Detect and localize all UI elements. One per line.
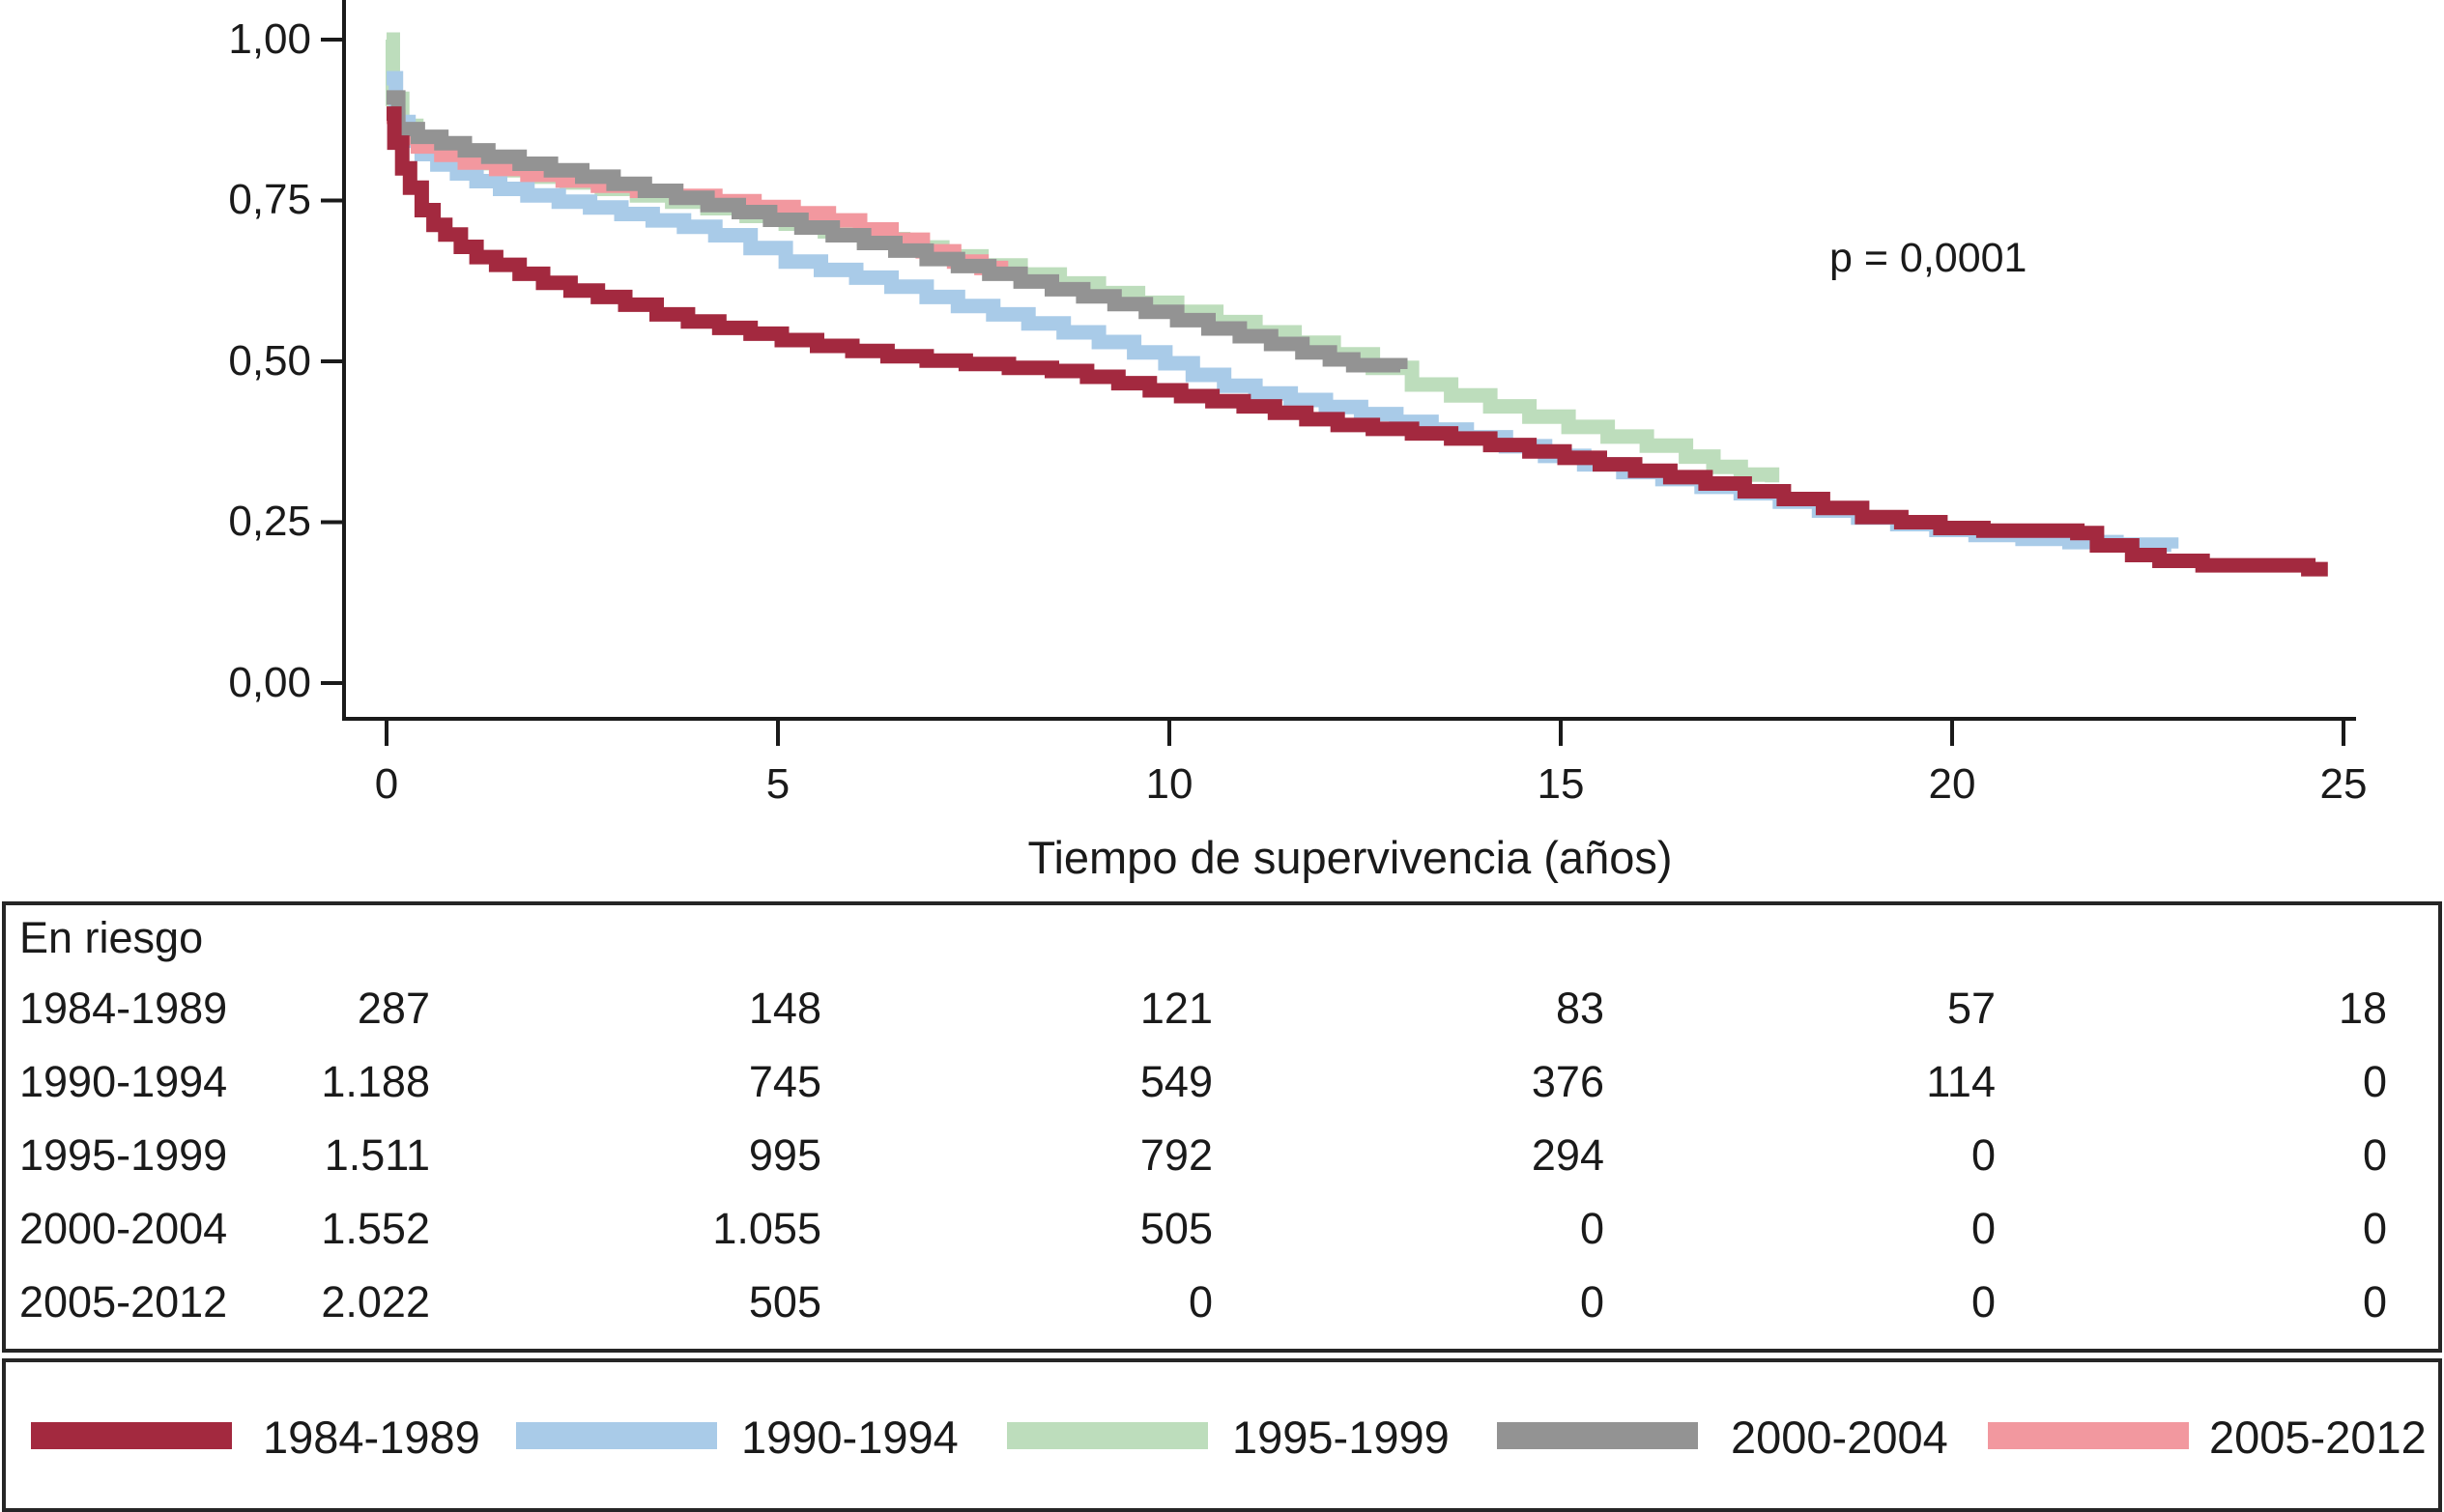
risk-value: 294	[1531, 1130, 1604, 1180]
risk-value: 0	[1579, 1204, 1604, 1253]
risk-value: 1.552	[321, 1204, 430, 1253]
x-tick-label-5: 5	[765, 760, 791, 808]
risk-value: 0	[2362, 1204, 2387, 1253]
risk-value: 1.188	[321, 1057, 430, 1106]
curve-1984-1989	[387, 106, 2328, 577]
x-tick-label-25: 25	[2319, 760, 2368, 808]
x-tick-label-15: 15	[1537, 760, 1585, 808]
legend-label-1995-1999: 1995-1999	[1232, 1412, 1450, 1463]
x-tick-label-10: 10	[1145, 760, 1193, 808]
risk-value: 0	[2362, 1057, 2387, 1106]
risk-value: 0	[1970, 1130, 1996, 1180]
survival-curves-plot	[321, 0, 2356, 746]
legend-label-2005-2012: 2005-2012	[2209, 1412, 2427, 1463]
risk-value: 745	[748, 1057, 821, 1106]
risk-value: 1.511	[324, 1130, 430, 1180]
risk-value: 549	[1139, 1057, 1213, 1106]
legend-label-1984-1989: 1984-1989	[263, 1412, 480, 1463]
curve-2000-2004	[387, 90, 1408, 373]
risk-value: 0	[1970, 1277, 1996, 1327]
y-tick-label-0.75: 0,75	[228, 176, 311, 223]
risk-value: 505	[1139, 1204, 1213, 1253]
legend-swatch-2005-2012	[1988, 1422, 2189, 1449]
curve-1995-1999	[386, 32, 1780, 483]
p-value-annotation: p = 0,0001	[1829, 235, 2027, 281]
legend-swatch-1990-1994	[516, 1422, 717, 1449]
legend-label-1990-1994: 1990-1994	[741, 1412, 959, 1463]
legend-swatch-2000-2004	[1497, 1422, 1698, 1449]
risk-row-label-2000-2004: 2000-2004	[19, 1204, 228, 1253]
risk-table-frame	[2, 901, 2442, 1353]
risk-value: 2.022	[321, 1277, 430, 1327]
risk-value: 148	[748, 984, 821, 1033]
risk-value: 287	[357, 984, 430, 1033]
risk-value: 376	[1531, 1057, 1604, 1106]
risk-row-label-1984-1989: 1984-1989	[19, 984, 228, 1033]
risk-value: 83	[1555, 984, 1604, 1033]
risk-value: 0	[2362, 1277, 2387, 1327]
legend-swatch-1984-1989	[31, 1422, 232, 1449]
risk-value: 114	[1926, 1057, 1996, 1106]
y-tick-label-0.00: 0,00	[228, 659, 311, 706]
risk-value: 0	[1970, 1204, 1996, 1253]
x-axis-title: Tiempo de supervivencia (años)	[1027, 832, 1673, 883]
risk-table-title: En riesgo	[19, 913, 204, 962]
legend-label-2000-2004: 2000-2004	[1731, 1412, 1948, 1463]
risk-value: 0	[1579, 1277, 1604, 1327]
y-tick-label-1.00: 1,00	[228, 15, 311, 63]
risk-value: 121	[1139, 984, 1213, 1033]
risk-value: 18	[2338, 984, 2387, 1033]
risk-value: 0	[2362, 1130, 2387, 1180]
legend-swatch-1995-1999	[1007, 1422, 1208, 1449]
risk-row-label-1995-1999: 1995-1999	[19, 1130, 228, 1180]
x-tick-label-20: 20	[1928, 760, 1976, 808]
y-tick-label-0.50: 0,50	[228, 337, 311, 385]
x-tick-label-0: 0	[374, 760, 399, 808]
risk-value: 1.055	[712, 1204, 821, 1253]
risk-value: 0	[1188, 1277, 1213, 1327]
y-tick-label-0.25: 0,25	[228, 498, 311, 545]
risk-row-label-2005-2012: 2005-2012	[19, 1277, 228, 1327]
risk-value: 505	[748, 1277, 821, 1327]
risk-value: 995	[748, 1130, 821, 1180]
risk-value: 57	[1946, 984, 1996, 1033]
risk-value: 792	[1139, 1130, 1213, 1180]
risk-row-label-1990-1994: 1990-1994	[19, 1057, 228, 1106]
